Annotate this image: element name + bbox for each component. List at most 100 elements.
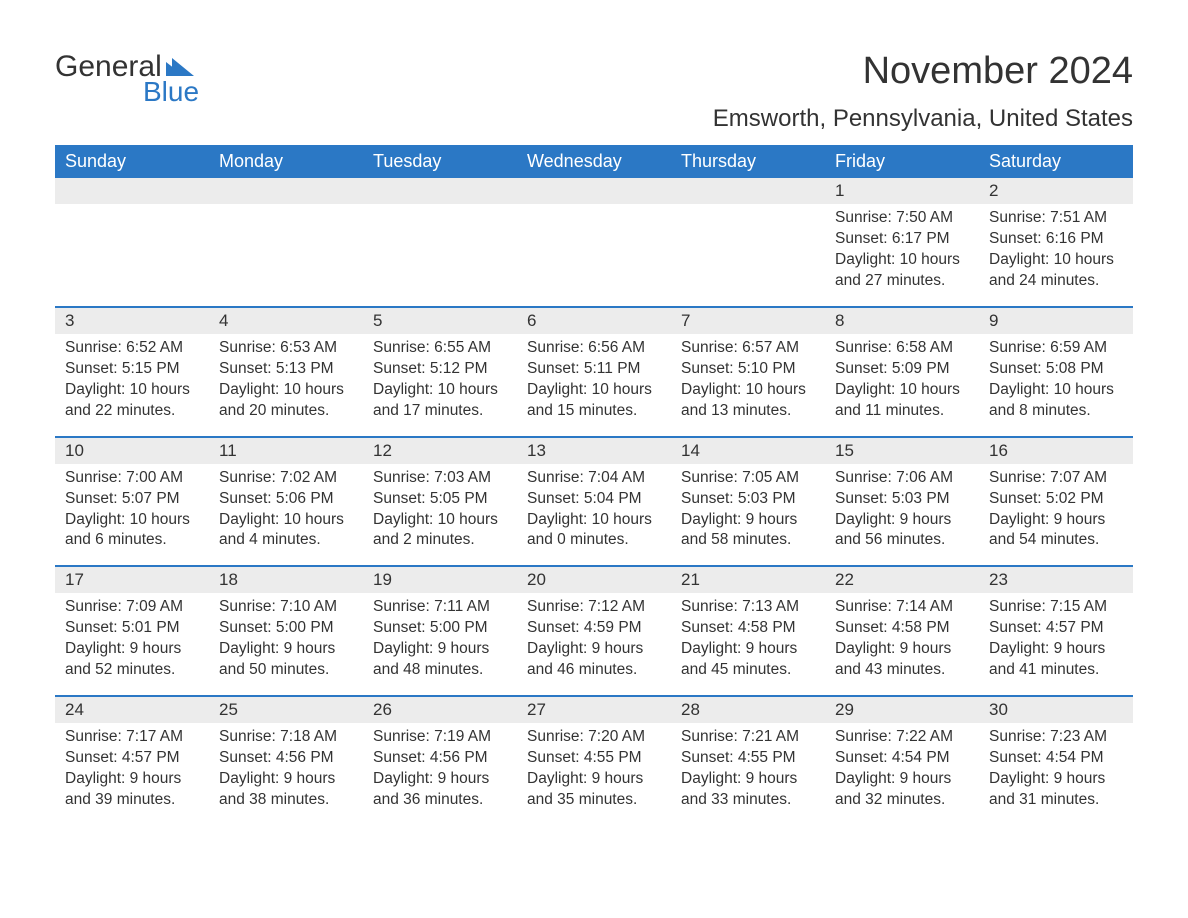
daylight-text: Daylight: 9 hours and 41 minutes. [989,639,1123,681]
daynum [363,178,517,204]
daynum: 14 [671,438,825,464]
daynum [55,178,209,204]
sunrise-text: Sunrise: 7:23 AM [989,727,1123,748]
daylight-text: Daylight: 10 hours and 20 minutes. [219,380,353,422]
daycell: Sunrise: 7:02 AMSunset: 5:06 PMDaylight:… [209,464,363,566]
title-block: November 2024 Emsworth, Pennsylvania, Un… [713,50,1133,133]
logo-blue-text: Blue [143,76,199,108]
daycell: Sunrise: 6:57 AMSunset: 5:10 PMDaylight:… [671,334,825,436]
sunrise-text: Sunrise: 6:52 AM [65,338,199,359]
daynum: 26 [363,697,517,723]
sunset-text: Sunset: 5:09 PM [835,359,969,380]
dayheader-wed: Wednesday [517,145,671,178]
daycell: Sunrise: 7:00 AMSunset: 5:07 PMDaylight:… [55,464,209,566]
daylight-text: Daylight: 9 hours and 48 minutes. [373,639,507,681]
sunset-text: Sunset: 5:08 PM [989,359,1123,380]
calendar: Sunday Monday Tuesday Wednesday Thursday… [55,145,1133,825]
dayheader-fri: Friday [825,145,979,178]
daycell: Sunrise: 7:07 AMSunset: 5:02 PMDaylight:… [979,464,1133,566]
daynum: 29 [825,697,979,723]
sunset-text: Sunset: 5:03 PM [681,489,815,510]
daylight-text: Daylight: 9 hours and 46 minutes. [527,639,661,681]
daynum: 1 [825,178,979,204]
sunrise-text: Sunrise: 7:14 AM [835,597,969,618]
location: Emsworth, Pennsylvania, United States [713,105,1133,133]
daylight-text: Daylight: 9 hours and 35 minutes. [527,769,661,811]
daycell [671,204,825,306]
daylight-text: Daylight: 10 hours and 22 minutes. [65,380,199,422]
sunrise-text: Sunrise: 7:21 AM [681,727,815,748]
daylight-text: Daylight: 10 hours and 6 minutes. [65,510,199,552]
sunrise-text: Sunrise: 7:13 AM [681,597,815,618]
sunrise-text: Sunrise: 6:58 AM [835,338,969,359]
sunset-text: Sunset: 4:58 PM [681,618,815,639]
daynum: 30 [979,697,1133,723]
sunrise-text: Sunrise: 6:55 AM [373,338,507,359]
daycell [517,204,671,306]
sunset-text: Sunset: 5:01 PM [65,618,199,639]
sunset-text: Sunset: 4:59 PM [527,618,661,639]
sunrise-text: Sunrise: 7:06 AM [835,468,969,489]
daycell: Sunrise: 7:19 AMSunset: 4:56 PMDaylight:… [363,723,517,825]
daynum: 10 [55,438,209,464]
daynum: 8 [825,308,979,334]
sunset-text: Sunset: 4:55 PM [681,748,815,769]
daycell [55,204,209,306]
daynum: 12 [363,438,517,464]
sunrise-text: Sunrise: 7:15 AM [989,597,1123,618]
sunrise-text: Sunrise: 7:17 AM [65,727,199,748]
daynum-row: 3456789 [55,308,1133,334]
sunset-text: Sunset: 5:07 PM [65,489,199,510]
daylight-text: Daylight: 10 hours and 24 minutes. [989,250,1123,292]
daynum: 17 [55,567,209,593]
daycell: Sunrise: 7:03 AMSunset: 5:05 PMDaylight:… [363,464,517,566]
logo-mark-icon [166,58,194,76]
daylight-text: Daylight: 9 hours and 43 minutes. [835,639,969,681]
sunset-text: Sunset: 5:00 PM [373,618,507,639]
daycell: Sunrise: 7:10 AMSunset: 5:00 PMDaylight:… [209,593,363,695]
sunset-text: Sunset: 6:17 PM [835,229,969,250]
daycell: Sunrise: 7:50 AMSunset: 6:17 PMDaylight:… [825,204,979,306]
calendar-week: 3456789Sunrise: 6:52 AMSunset: 5:15 PMDa… [55,306,1133,436]
sunrise-text: Sunrise: 7:18 AM [219,727,353,748]
daynum [671,178,825,204]
daynum: 4 [209,308,363,334]
dayheader-sun: Sunday [55,145,209,178]
sunset-text: Sunset: 5:06 PM [219,489,353,510]
sunrise-text: Sunrise: 7:20 AM [527,727,661,748]
sunset-text: Sunset: 4:58 PM [835,618,969,639]
daycell: Sunrise: 6:59 AMSunset: 5:08 PMDaylight:… [979,334,1133,436]
daycell: Sunrise: 7:15 AMSunset: 4:57 PMDaylight:… [979,593,1133,695]
daycell: Sunrise: 7:11 AMSunset: 5:00 PMDaylight:… [363,593,517,695]
daynum: 22 [825,567,979,593]
daycell: Sunrise: 7:06 AMSunset: 5:03 PMDaylight:… [825,464,979,566]
daycell: Sunrise: 7:09 AMSunset: 5:01 PMDaylight:… [55,593,209,695]
sunrise-text: Sunrise: 7:07 AM [989,468,1123,489]
daynum: 11 [209,438,363,464]
sunrise-text: Sunrise: 7:09 AM [65,597,199,618]
daynum-row: 12 [55,178,1133,204]
daylight-text: Daylight: 10 hours and 15 minutes. [527,380,661,422]
daycell: Sunrise: 6:56 AMSunset: 5:11 PMDaylight:… [517,334,671,436]
sunrise-text: Sunrise: 6:57 AM [681,338,815,359]
daynum: 21 [671,567,825,593]
sunrise-text: Sunrise: 7:10 AM [219,597,353,618]
sunrise-text: Sunrise: 6:53 AM [219,338,353,359]
daylight-text: Daylight: 9 hours and 32 minutes. [835,769,969,811]
daylight-text: Daylight: 9 hours and 39 minutes. [65,769,199,811]
daycell: Sunrise: 7:12 AMSunset: 4:59 PMDaylight:… [517,593,671,695]
daynum: 25 [209,697,363,723]
sunrise-text: Sunrise: 7:19 AM [373,727,507,748]
daynum: 16 [979,438,1133,464]
sunset-text: Sunset: 4:54 PM [835,748,969,769]
dayheader-tue: Tuesday [363,145,517,178]
daynum [209,178,363,204]
daylight-text: Daylight: 9 hours and 54 minutes. [989,510,1123,552]
daynum: 5 [363,308,517,334]
calendar-week: 10111213141516Sunrise: 7:00 AMSunset: 5:… [55,436,1133,566]
sunset-text: Sunset: 5:10 PM [681,359,815,380]
daylight-text: Daylight: 10 hours and 13 minutes. [681,380,815,422]
sunrise-text: Sunrise: 7:05 AM [681,468,815,489]
sunset-text: Sunset: 5:13 PM [219,359,353,380]
daynum: 18 [209,567,363,593]
